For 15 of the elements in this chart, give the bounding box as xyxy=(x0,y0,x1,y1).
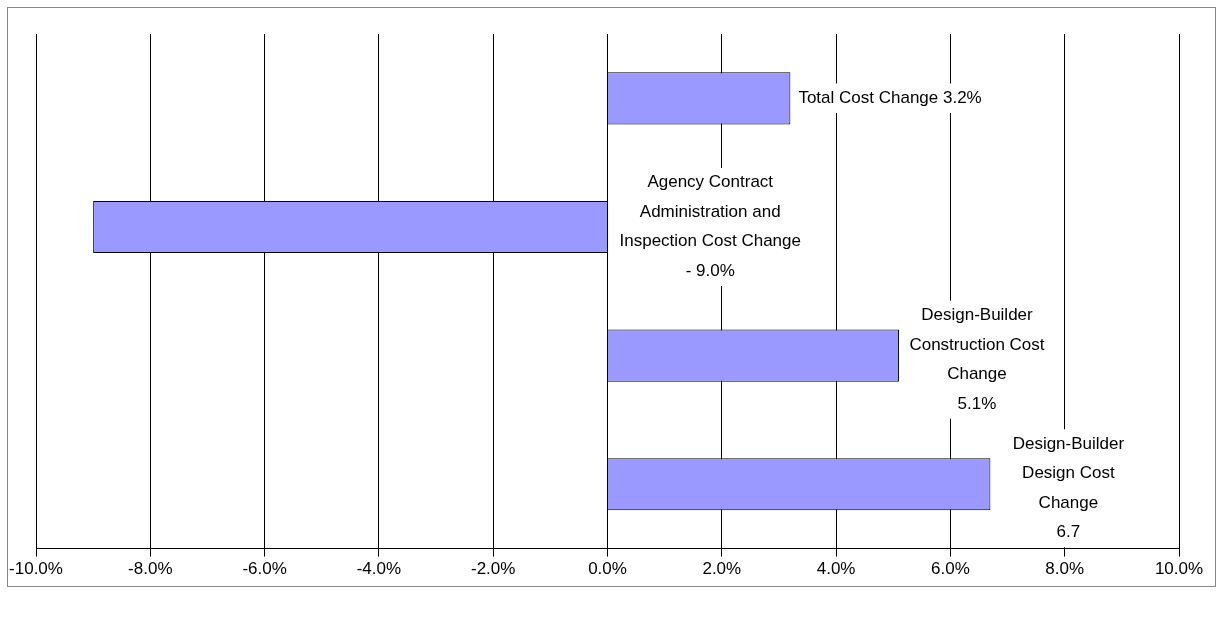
data-label: Design-Builder Design Cost Change 6.7 xyxy=(1012,433,1125,542)
x-tick-label: -8.0% xyxy=(128,559,173,579)
x-tick-label: 2.0% xyxy=(702,559,742,579)
data-label: Design-Builder Construction Cost Change 5.1% xyxy=(909,305,1045,413)
x-tick-label: 4.0% xyxy=(816,559,856,579)
x-tick-label: 10.0% xyxy=(1154,559,1204,579)
data-label: Agency Contract Administration and Inspection Cost Change - 9.0% xyxy=(619,172,801,280)
x-tick-label: -4.0% xyxy=(356,559,402,579)
x-tick-label: 8.0% xyxy=(1045,559,1085,579)
x-tick-label: 6.0% xyxy=(931,559,970,579)
x-tick-label: -10.0% xyxy=(9,559,63,579)
x-tick-label: -6.0% xyxy=(242,559,287,579)
data-label: Total Cost Change 3.2% xyxy=(798,88,982,108)
x-tick-label: -2.0% xyxy=(470,559,516,579)
x-tick-label: 0.0% xyxy=(588,559,627,579)
